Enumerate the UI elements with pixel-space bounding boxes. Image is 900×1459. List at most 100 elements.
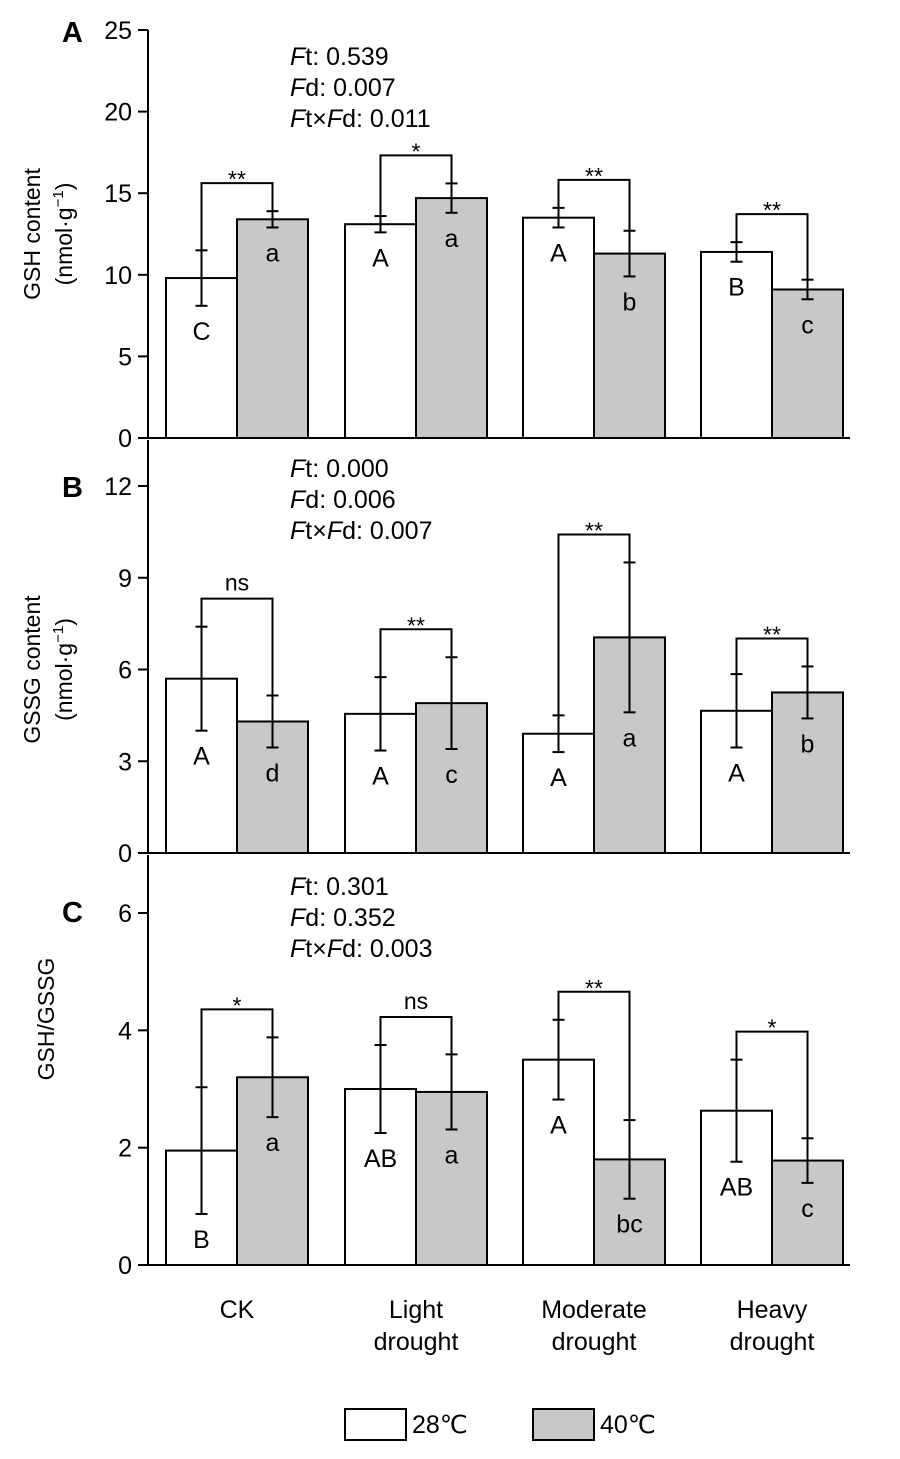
y-tick-label: 6 — [118, 657, 132, 685]
group-letter: b — [623, 288, 637, 316]
group-letter: A — [550, 764, 567, 792]
group-letter: b — [801, 730, 815, 758]
y-tick-label: 4 — [118, 1017, 132, 1045]
significance-bracket — [557, 178, 631, 231]
y-tick-label: 12 — [104, 473, 132, 501]
y-tick-label: 3 — [118, 748, 132, 776]
group-letter: A — [193, 743, 210, 771]
significance-bracket — [200, 1008, 274, 1088]
panel-letter: C — [62, 897, 83, 929]
category-label: drought — [730, 1328, 815, 1356]
group-letter: C — [192, 318, 210, 346]
y-tick-label: 0 — [118, 1252, 132, 1280]
bar-40 — [593, 252, 666, 439]
legend-swatch — [532, 1408, 595, 1441]
significance-bracket — [379, 154, 453, 217]
significance-mark: ** — [407, 612, 425, 638]
group-letter: c — [801, 1195, 814, 1223]
legend-swatch — [344, 1408, 407, 1441]
significance-bracket — [735, 637, 809, 675]
stat-line: Ft×Fd: 0.003 — [290, 935, 432, 963]
significance-bracket — [200, 182, 274, 251]
y-axis-label: GSSG content (nmol·g−1) — [19, 595, 77, 744]
category-label: Moderate — [541, 1296, 647, 1324]
y-tick-label: 15 — [104, 180, 132, 208]
significance-mark: ** — [585, 975, 603, 1001]
legend-label: 40℃ — [600, 1411, 656, 1439]
bar-28 — [344, 223, 417, 439]
bar-40 — [236, 218, 309, 439]
y-tick-label: 2 — [118, 1135, 132, 1163]
group-letter: bc — [616, 1211, 642, 1239]
significance-mark: ** — [763, 621, 781, 647]
stat-line: Ft: 0.539 — [290, 43, 389, 71]
y-tick-label: 6 — [118, 900, 132, 928]
bar-40 — [415, 197, 488, 439]
category-label: drought — [552, 1328, 637, 1356]
bar-28 — [522, 732, 595, 854]
panel-C: 0 2 4 6 C GSH/GSSG Ft: 0.301 Fd: 0.352 Ft×Fd: 0.… — [33, 855, 850, 1280]
significance-mark: ns — [404, 988, 428, 1014]
significance-mark: ** — [585, 517, 603, 543]
y-tick-label: 9 — [118, 565, 132, 593]
panel-A: 0 5 10 15 20 25 A GSH content (nmol·g−1) Ft: 0.53… — [19, 17, 850, 453]
bar-40 — [771, 288, 844, 439]
significance-mark: * — [412, 138, 421, 164]
category-label: Heavy — [737, 1296, 808, 1324]
group-letter: AB — [364, 1145, 397, 1173]
group-letter: A — [372, 763, 389, 791]
significance-bracket — [557, 990, 631, 1121]
stat-line: Ft×Fd: 0.007 — [290, 517, 432, 545]
legend: 28℃ 40℃ — [344, 1408, 656, 1441]
group-letter: a — [623, 724, 637, 752]
significance-bracket — [735, 213, 809, 280]
significance-mark: ** — [228, 166, 246, 192]
group-letter: a — [266, 239, 280, 267]
significance-mark: ** — [585, 163, 603, 189]
group-letter: a — [266, 1129, 280, 1157]
y-tick-label: 0 — [118, 840, 132, 868]
group-letter: A — [550, 239, 567, 267]
significance-bracket — [379, 1016, 453, 1055]
panel-letter: A — [62, 17, 83, 49]
significance-mark: ** — [763, 197, 781, 223]
stat-line: Ft: 0.301 — [290, 873, 389, 901]
significance-mark: * — [233, 992, 242, 1018]
group-letter: B — [728, 274, 745, 302]
stat-line: Ft×Fd: 0.011 — [290, 105, 431, 133]
stat-line: Ft: 0.000 — [290, 455, 389, 483]
group-letter: A — [550, 1112, 567, 1140]
panel-letter: B — [62, 472, 83, 504]
legend-label: 28℃ — [412, 1411, 468, 1439]
bar-28 — [700, 250, 773, 439]
significance-bracket — [379, 628, 453, 678]
group-letter: A — [728, 759, 745, 787]
stat-line: Fd: 0.007 — [290, 74, 396, 102]
group-letter: a — [445, 1141, 459, 1169]
significance-mark: ns — [225, 570, 249, 596]
group-letter: c — [445, 761, 458, 789]
significance-bracket — [200, 597, 274, 696]
group-letter: c — [801, 311, 814, 339]
group-letter: B — [193, 1226, 210, 1254]
stat-line: Fd: 0.352 — [290, 904, 396, 932]
significance-bracket — [735, 1030, 809, 1139]
category-label: CK — [220, 1296, 255, 1324]
stat-line: Fd: 0.006 — [290, 486, 396, 514]
category-label: Light — [389, 1296, 443, 1324]
y-tick-label: 5 — [118, 343, 132, 371]
y-tick-label: 25 — [104, 17, 132, 45]
significance-mark: * — [768, 1015, 777, 1041]
group-letter: A — [372, 244, 389, 272]
y-axis-label: GSH content (nmol·g−1) — [19, 168, 77, 300]
bar-28 — [522, 216, 595, 439]
y-axis-label: GSH/GSSG — [33, 958, 59, 1081]
y-tick-label: 0 — [118, 425, 132, 453]
group-letter: a — [445, 225, 459, 253]
panel-B: 0 3 6 9 12 B GSSG content (nmol·g−1) Ft: 0.000 Fd… — [19, 440, 850, 868]
y-tick-label: 10 — [104, 262, 132, 290]
category-label: drought — [374, 1328, 459, 1356]
group-letter: d — [266, 759, 280, 787]
y-tick-label: 20 — [104, 99, 132, 127]
significance-bracket — [557, 533, 631, 716]
